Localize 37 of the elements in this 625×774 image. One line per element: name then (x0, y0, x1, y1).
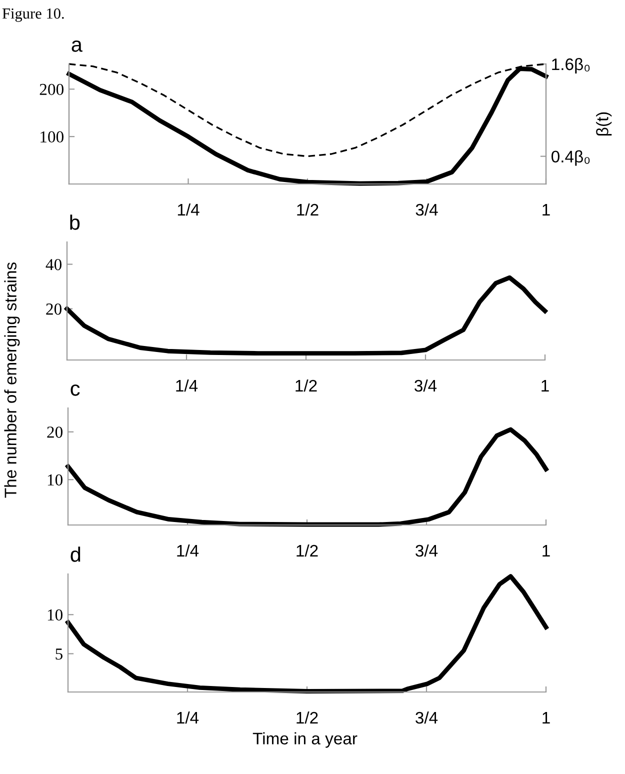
y2-tick-label: 0.4β₀ (552, 150, 590, 166)
y-tick-label: 40 (46, 258, 62, 270)
x-tick-label: 1/4 (176, 379, 198, 392)
x-tick-label: 1/4 (178, 203, 200, 216)
line-series (66, 66, 548, 186)
x-tick-label: 3/4 (416, 203, 438, 216)
x-tick-label: 1 (542, 545, 550, 557)
y-tick-label: 100 (40, 131, 64, 143)
y-tick-label: 10 (48, 609, 63, 621)
x-axis-title: Time in a year (252, 732, 358, 748)
caption: Figure 10. (2, 8, 64, 22)
x-tick-label: 1 (542, 712, 550, 724)
x-tick-label: 3/4 (414, 379, 437, 392)
y2-axis-title: β(t) (596, 112, 612, 136)
y-axis-title: The number of emerging strains (4, 262, 20, 498)
chart-title: b (70, 214, 80, 230)
x-tick-label: 1/4 (177, 544, 199, 557)
x-tick-label: 1/4 (177, 711, 199, 724)
y-tick-label: 20 (46, 303, 62, 315)
x-tick-label: 1/2 (296, 379, 317, 392)
chart-title: c (70, 384, 80, 396)
y-tick-label: 20 (47, 426, 63, 438)
x-tick-label: 1 (542, 204, 550, 216)
line-series (64, 275, 548, 356)
x-tick-label: 1/2 (297, 203, 318, 216)
y2-tick-label: 1.6β₀ (552, 58, 590, 74)
y-tick-label: 10 (48, 474, 63, 486)
y-tick-label: 5 (56, 648, 62, 660)
x-tick-label: 1/2 (296, 544, 318, 557)
y-tick-label: 200 (40, 84, 64, 96)
chart-title: a (72, 40, 82, 52)
chart-title: d (70, 546, 80, 562)
x-tick-label: 3/4 (416, 711, 438, 724)
line-series (66, 574, 548, 694)
x-tick-label: 3/4 (416, 544, 438, 557)
x-tick-label: 1/2 (296, 711, 318, 724)
x-tick-label: 1 (542, 380, 549, 392)
